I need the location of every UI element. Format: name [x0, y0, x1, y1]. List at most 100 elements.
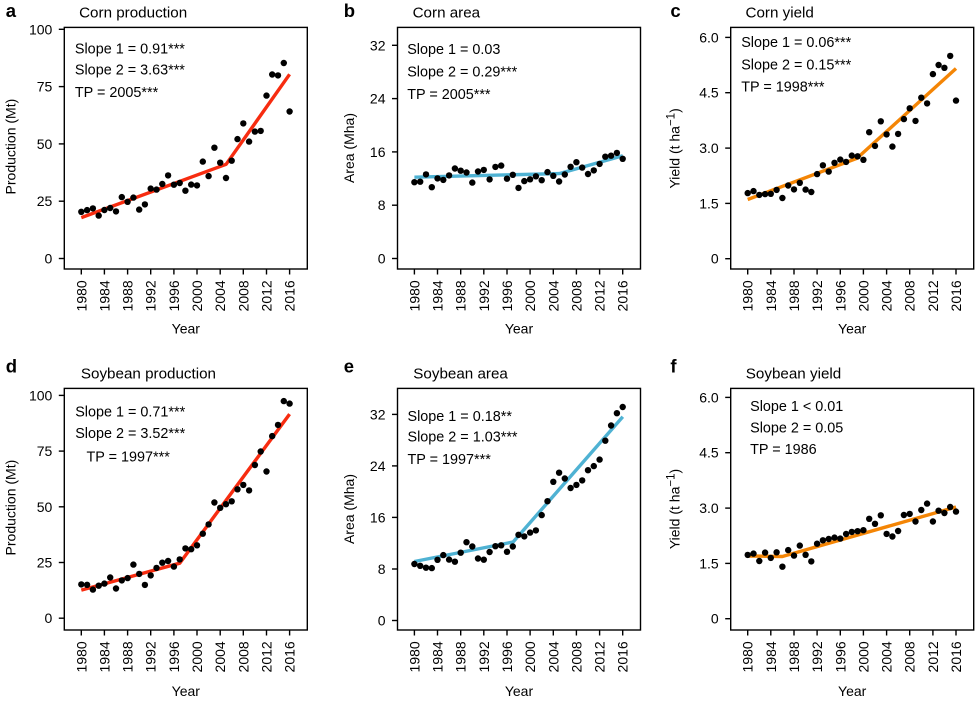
- svg-text:a: a: [6, 0, 17, 21]
- svg-text:d: d: [6, 355, 17, 376]
- svg-text:8: 8: [378, 197, 386, 213]
- svg-text:Slope 1 = 0.91***: Slope 1 = 0.91***: [75, 42, 185, 58]
- svg-text:1988: 1988: [120, 280, 136, 311]
- svg-text:Slope 2 = 0.15***: Slope 2 = 0.15***: [741, 58, 851, 74]
- svg-text:2012: 2012: [592, 280, 608, 311]
- svg-text:2000: 2000: [855, 641, 871, 672]
- svg-text:1980: 1980: [740, 641, 756, 672]
- svg-text:2008: 2008: [568, 641, 584, 672]
- svg-text:2012: 2012: [259, 641, 275, 672]
- svg-text:Slope 2 = 3.63***: Slope 2 = 3.63***: [75, 62, 185, 78]
- svg-text:TP = 1997***: TP = 1997***: [87, 450, 171, 466]
- svg-text:1992: 1992: [476, 280, 492, 311]
- svg-text:Yield (t ha−1): Yield (t ha−1): [666, 108, 683, 188]
- svg-text:Production (Mt): Production (Mt): [3, 99, 19, 195]
- svg-text:1992: 1992: [143, 280, 159, 311]
- svg-text:75: 75: [37, 79, 53, 95]
- svg-text:2016: 2016: [615, 641, 631, 672]
- svg-text:TP = 1998***: TP = 1998***: [741, 80, 825, 96]
- svg-text:Slope 2 = 1.03***: Slope 2 = 1.03***: [408, 430, 518, 446]
- svg-text:0: 0: [45, 251, 53, 267]
- svg-text:50: 50: [37, 499, 53, 515]
- svg-text:16: 16: [370, 144, 386, 160]
- svg-text:1.5: 1.5: [699, 195, 719, 211]
- svg-text:24: 24: [370, 91, 386, 107]
- svg-text:1996: 1996: [166, 280, 182, 311]
- svg-text:2016: 2016: [282, 641, 298, 672]
- svg-text:2012: 2012: [592, 641, 608, 672]
- svg-text:Soybean production: Soybean production: [81, 365, 216, 382]
- svg-text:100: 100: [29, 387, 53, 403]
- svg-text:1988: 1988: [453, 280, 469, 311]
- svg-text:1984: 1984: [763, 641, 779, 672]
- svg-text:2000: 2000: [522, 280, 538, 311]
- svg-text:1988: 1988: [786, 280, 802, 311]
- svg-text:b: b: [344, 0, 355, 21]
- svg-text:1980: 1980: [406, 280, 422, 311]
- svg-text:2004: 2004: [879, 641, 895, 672]
- svg-text:Slope 1 = 0.03: Slope 1 = 0.03: [407, 42, 500, 58]
- svg-text:2000: 2000: [189, 280, 205, 311]
- svg-text:1996: 1996: [499, 641, 515, 672]
- svg-text:0: 0: [378, 613, 386, 629]
- svg-text:Slope 1 = 0.18**: Slope 1 = 0.18**: [408, 409, 513, 425]
- svg-text:1984: 1984: [430, 641, 446, 672]
- svg-text:0: 0: [711, 611, 719, 627]
- svg-text:Yield (t ha−1): Yield (t ha−1): [666, 469, 683, 549]
- svg-text:2000: 2000: [189, 641, 205, 672]
- svg-text:2000: 2000: [522, 641, 538, 672]
- svg-text:Year: Year: [838, 683, 867, 699]
- svg-text:4.5: 4.5: [699, 445, 719, 461]
- svg-text:0: 0: [45, 610, 53, 626]
- svg-text:2004: 2004: [545, 641, 561, 672]
- svg-text:Year: Year: [838, 320, 867, 336]
- svg-text:Year: Year: [172, 683, 201, 699]
- svg-text:1.5: 1.5: [699, 555, 719, 571]
- svg-text:1980: 1980: [73, 641, 89, 672]
- svg-text:2008: 2008: [235, 280, 251, 311]
- svg-text:2008: 2008: [568, 280, 584, 311]
- svg-text:1984: 1984: [96, 641, 112, 672]
- svg-text:f: f: [670, 355, 677, 376]
- svg-text:1992: 1992: [809, 280, 825, 311]
- svg-text:Slope 1 = 0.71***: Slope 1 = 0.71***: [75, 404, 185, 420]
- svg-text:1996: 1996: [166, 641, 182, 672]
- svg-text:1988: 1988: [786, 641, 802, 672]
- svg-text:6.0: 6.0: [699, 389, 719, 405]
- svg-text:Soybean area: Soybean area: [413, 365, 508, 382]
- svg-text:6.0: 6.0: [699, 29, 719, 45]
- svg-text:Area (Mha): Area (Mha): [341, 113, 357, 183]
- svg-text:25: 25: [37, 193, 53, 209]
- svg-text:Year: Year: [172, 320, 201, 336]
- svg-text:2004: 2004: [212, 280, 228, 311]
- svg-text:1988: 1988: [120, 641, 136, 672]
- svg-text:2004: 2004: [879, 280, 895, 311]
- svg-text:75: 75: [37, 443, 53, 459]
- svg-text:1980: 1980: [406, 641, 422, 672]
- svg-text:2008: 2008: [902, 641, 918, 672]
- svg-text:Soybean yield: Soybean yield: [746, 365, 841, 382]
- svg-text:Production (Mt): Production (Mt): [3, 460, 19, 556]
- svg-text:Slope 2 = 3.52***: Slope 2 = 3.52***: [75, 426, 185, 442]
- svg-text:2016: 2016: [282, 280, 298, 311]
- svg-text:1992: 1992: [809, 641, 825, 672]
- svg-text:1996: 1996: [832, 641, 848, 672]
- svg-text:1992: 1992: [476, 641, 492, 672]
- svg-text:Year: Year: [505, 320, 534, 336]
- svg-text:Slope 2 = 0.05: Slope 2 = 0.05: [750, 420, 843, 436]
- svg-text:3.0: 3.0: [699, 500, 719, 516]
- svg-text:4.5: 4.5: [699, 85, 719, 101]
- svg-text:2000: 2000: [855, 280, 871, 311]
- svg-text:Corn area: Corn area: [413, 4, 481, 21]
- svg-text:100: 100: [29, 21, 53, 37]
- svg-text:2004: 2004: [212, 641, 228, 672]
- svg-text:1996: 1996: [832, 280, 848, 311]
- svg-text:25: 25: [37, 555, 53, 571]
- svg-text:2012: 2012: [925, 280, 941, 311]
- svg-text:16: 16: [370, 509, 386, 525]
- svg-text:1984: 1984: [430, 280, 446, 311]
- svg-text:2016: 2016: [948, 641, 964, 672]
- svg-text:1992: 1992: [143, 641, 159, 672]
- svg-text:32: 32: [370, 406, 386, 422]
- svg-text:Slope 1 = 0.06***: Slope 1 = 0.06***: [741, 35, 851, 51]
